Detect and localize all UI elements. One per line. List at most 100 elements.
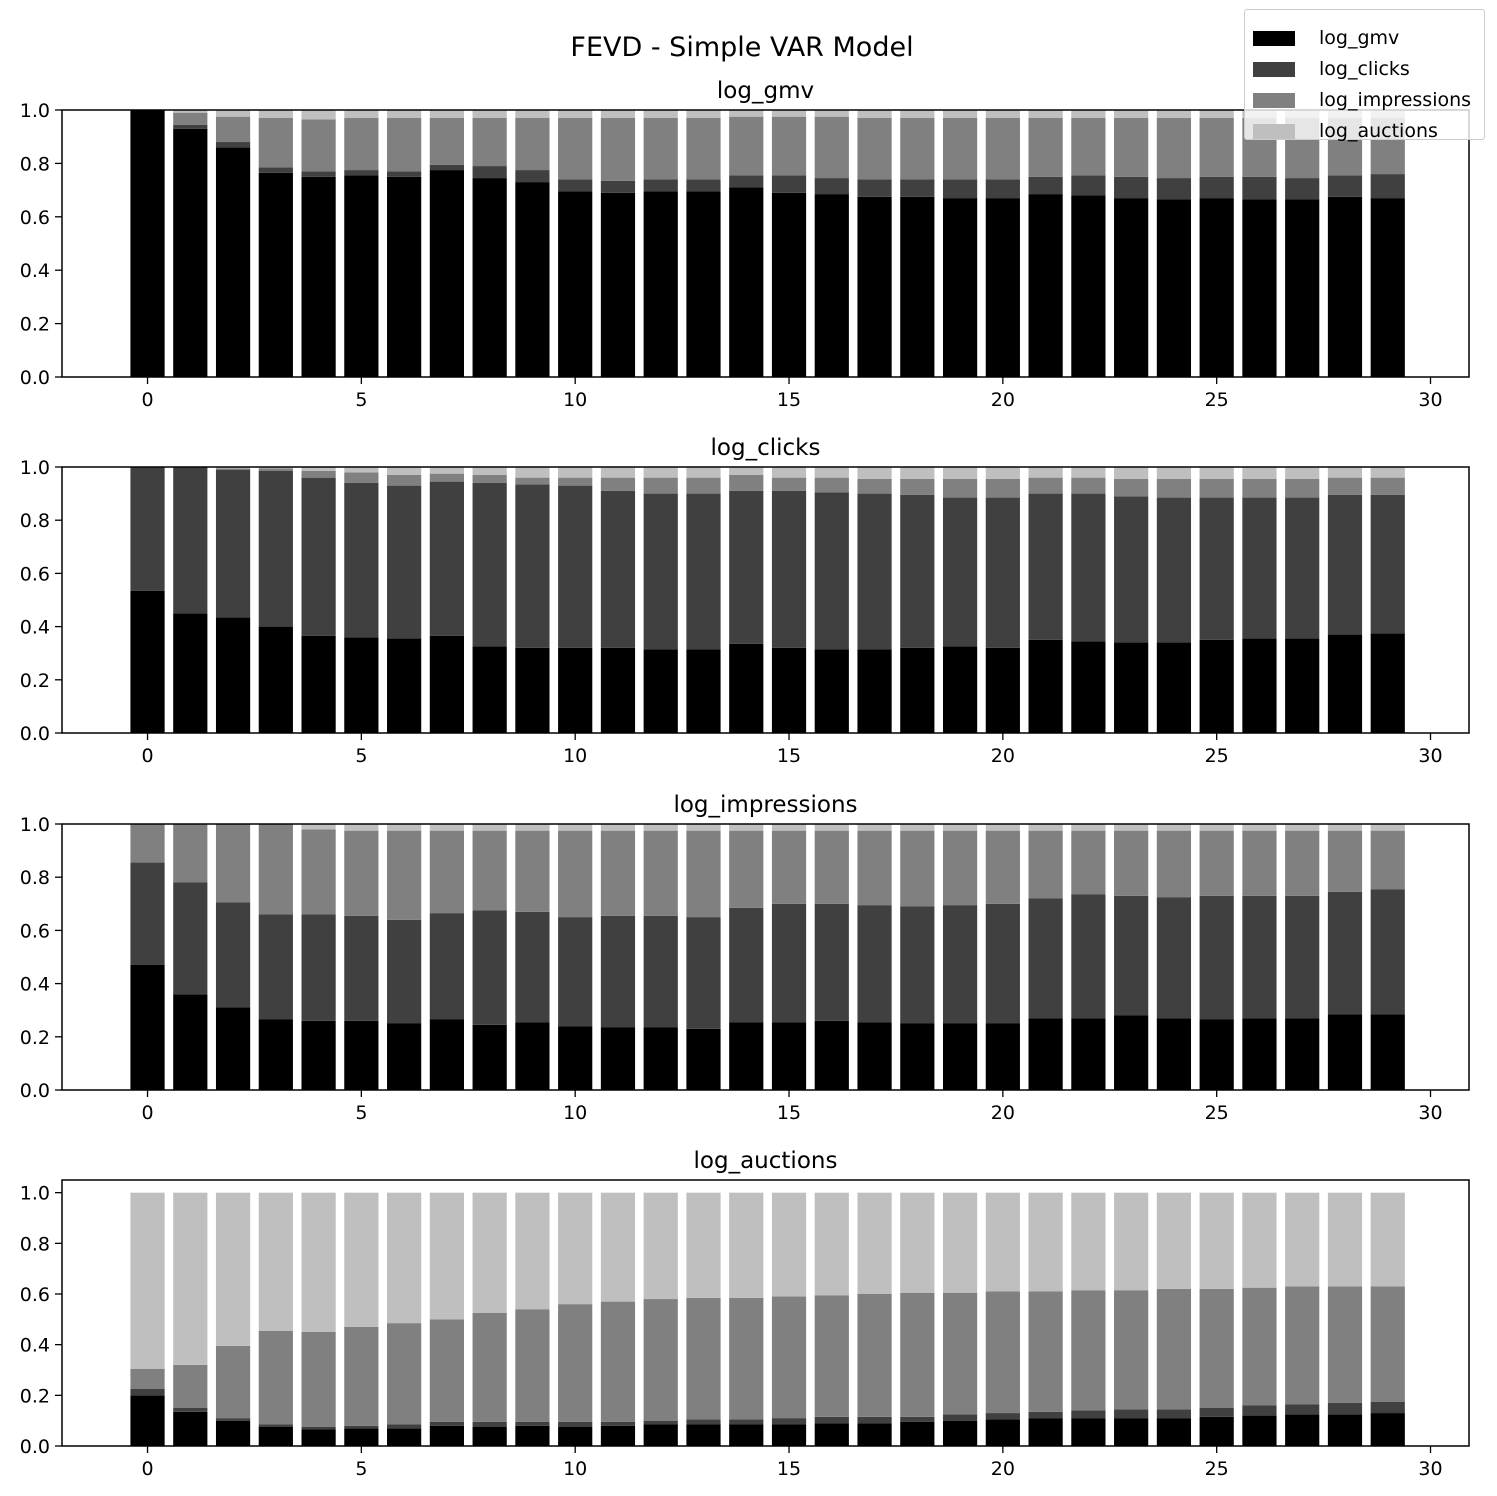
bar-segment bbox=[429, 1019, 464, 1090]
bar-segment bbox=[1370, 467, 1405, 478]
bar-segment bbox=[258, 1330, 293, 1425]
bar-segment bbox=[1242, 638, 1277, 733]
bar-segment bbox=[130, 1368, 165, 1389]
axes-frame bbox=[61, 823, 1470, 1091]
x-tick-label: 5 bbox=[355, 389, 367, 411]
bar-segment bbox=[558, 824, 593, 831]
bar-segment bbox=[985, 903, 1020, 1024]
y-tick-label: 0.2 bbox=[20, 670, 50, 692]
bar-segment bbox=[942, 1023, 978, 1090]
bar-segment bbox=[942, 179, 978, 199]
bar-segment bbox=[173, 128, 208, 377]
bar-segment bbox=[344, 1192, 379, 1327]
bar-segment bbox=[472, 482, 507, 647]
bar-segment bbox=[686, 1028, 721, 1090]
bar-segment bbox=[429, 481, 464, 636]
bar-segment bbox=[429, 170, 464, 377]
bar-segment bbox=[1156, 1409, 1192, 1419]
bar-segment bbox=[643, 1192, 678, 1300]
bar-segment bbox=[1199, 478, 1234, 498]
bar-segment bbox=[729, 1419, 764, 1425]
bar-segment bbox=[344, 175, 379, 377]
legend-label: log_gmv bbox=[1319, 27, 1400, 49]
bar-segment bbox=[643, 1299, 678, 1421]
bar-segment bbox=[301, 829, 336, 915]
bar-segment bbox=[942, 1420, 978, 1446]
bar-segment bbox=[344, 1428, 379, 1446]
bar-segment bbox=[857, 110, 892, 119]
bar-segment bbox=[387, 474, 422, 486]
bar-segment bbox=[1370, 824, 1405, 831]
bar-segment bbox=[686, 493, 721, 650]
bar-segment bbox=[900, 467, 935, 479]
bar-segment bbox=[771, 192, 807, 377]
bar-segment bbox=[600, 1421, 636, 1426]
bar-segment bbox=[985, 467, 1020, 479]
bar-segment bbox=[387, 1424, 422, 1429]
bar-segment bbox=[942, 830, 978, 906]
bar-segment bbox=[814, 477, 849, 493]
legend-swatch bbox=[1253, 123, 1295, 139]
bar-segment bbox=[1156, 897, 1192, 1019]
bar-segment bbox=[130, 590, 165, 733]
bar-segment bbox=[472, 110, 507, 119]
bar-segment bbox=[814, 194, 849, 377]
bar-segment bbox=[1114, 176, 1149, 199]
bar-segment bbox=[600, 490, 636, 648]
bar-segment bbox=[857, 478, 892, 494]
bar-segment bbox=[472, 1024, 507, 1090]
bar-segment bbox=[1156, 178, 1192, 200]
bar-segment bbox=[515, 110, 550, 119]
bar-segment bbox=[301, 1427, 336, 1430]
bar-segment bbox=[215, 468, 251, 470]
bar-segment bbox=[857, 824, 892, 831]
bar-segment bbox=[1114, 830, 1149, 896]
bar-segment bbox=[1028, 1018, 1063, 1090]
bar-segment bbox=[1370, 830, 1405, 890]
bar-segment bbox=[643, 830, 678, 916]
bar-segment bbox=[173, 112, 208, 125]
bar-segment bbox=[258, 118, 293, 168]
legend-label: log_impressions bbox=[1319, 89, 1472, 111]
bar-segment bbox=[429, 1192, 464, 1320]
panel-title: log_gmv bbox=[717, 78, 814, 104]
bar-segment bbox=[344, 637, 379, 733]
axes-frame bbox=[61, 109, 1470, 378]
bar-segment bbox=[857, 179, 892, 197]
bar-segment bbox=[1242, 199, 1277, 377]
bar-segment bbox=[686, 1297, 721, 1420]
bar-segment bbox=[686, 917, 721, 1029]
y-tick-label: 1.0 bbox=[20, 100, 50, 122]
x-tick-label: 10 bbox=[563, 1102, 587, 1124]
y-tick-label: 0.4 bbox=[20, 260, 50, 282]
bar-segment bbox=[472, 118, 507, 167]
bar-segment bbox=[558, 118, 593, 180]
bar-segment bbox=[173, 1364, 208, 1408]
bar-segment bbox=[130, 862, 165, 965]
bar-segment bbox=[985, 1192, 1020, 1292]
bar-segment bbox=[1242, 497, 1277, 639]
bar-segment bbox=[1028, 467, 1063, 478]
bar-segment bbox=[215, 469, 251, 618]
bar-segment bbox=[558, 477, 593, 486]
bar-segment bbox=[1156, 1418, 1192, 1446]
bar-segment bbox=[258, 1424, 293, 1427]
bar-segment bbox=[429, 467, 464, 474]
bar-segment bbox=[686, 467, 721, 478]
bar-segment bbox=[985, 647, 1020, 733]
bar-segment bbox=[771, 1022, 807, 1090]
bar-segment bbox=[900, 1292, 935, 1417]
bar-segment bbox=[1285, 1414, 1320, 1446]
bar-segment bbox=[1370, 1401, 1405, 1414]
bar-segment bbox=[1327, 1192, 1363, 1287]
x-tick-label: 30 bbox=[1418, 1458, 1442, 1480]
bar-segment bbox=[1114, 478, 1149, 497]
bar-segment bbox=[942, 497, 978, 647]
bar-segment bbox=[1156, 199, 1192, 377]
bar-segment bbox=[558, 467, 593, 478]
bar-segment bbox=[1199, 639, 1234, 733]
x-tick-label: 0 bbox=[141, 1458, 153, 1480]
legend-item-log-auctions: log_auctions bbox=[1253, 120, 1438, 142]
bar-segment bbox=[1114, 110, 1149, 119]
bar-segment bbox=[1071, 477, 1106, 494]
